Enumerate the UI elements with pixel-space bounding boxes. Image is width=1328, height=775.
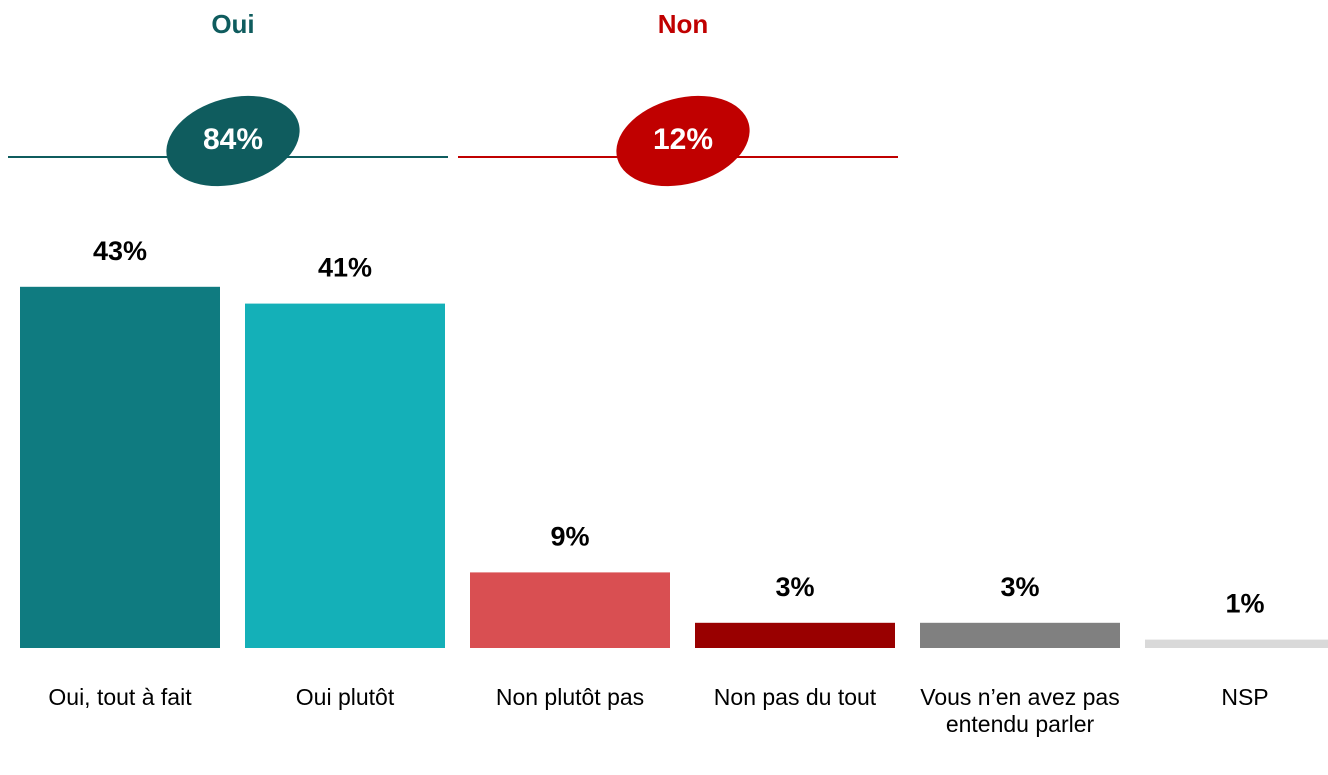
- category-label: Non plutôt pas: [495, 684, 645, 710]
- category-label: Non pas du tout: [713, 684, 877, 710]
- bar: [695, 622, 895, 648]
- data-label: 1%: [1225, 589, 1264, 619]
- group-badge: [166, 95, 300, 187]
- bar: [245, 303, 445, 648]
- category-label: Vous n’en avez pas entendu parler: [920, 684, 1120, 737]
- group-badge: [616, 95, 750, 187]
- group-value: 84%: [203, 123, 263, 156]
- bar: [1145, 639, 1328, 648]
- bar: [20, 286, 220, 648]
- data-label: 3%: [775, 572, 814, 602]
- data-label: 9%: [550, 522, 589, 552]
- group-title: Oui: [211, 9, 254, 39]
- bar: [470, 572, 670, 648]
- category-label: Oui, tout à fait: [48, 684, 192, 710]
- category-label: Oui plutôt: [295, 684, 395, 710]
- data-label: 41%: [318, 253, 372, 283]
- group-title: Non: [658, 9, 709, 39]
- category-label: NSP: [1221, 684, 1269, 710]
- data-label: 43%: [93, 236, 147, 266]
- data-label: 3%: [1000, 572, 1039, 602]
- group-value: 12%: [653, 123, 713, 156]
- bar: [920, 622, 1120, 648]
